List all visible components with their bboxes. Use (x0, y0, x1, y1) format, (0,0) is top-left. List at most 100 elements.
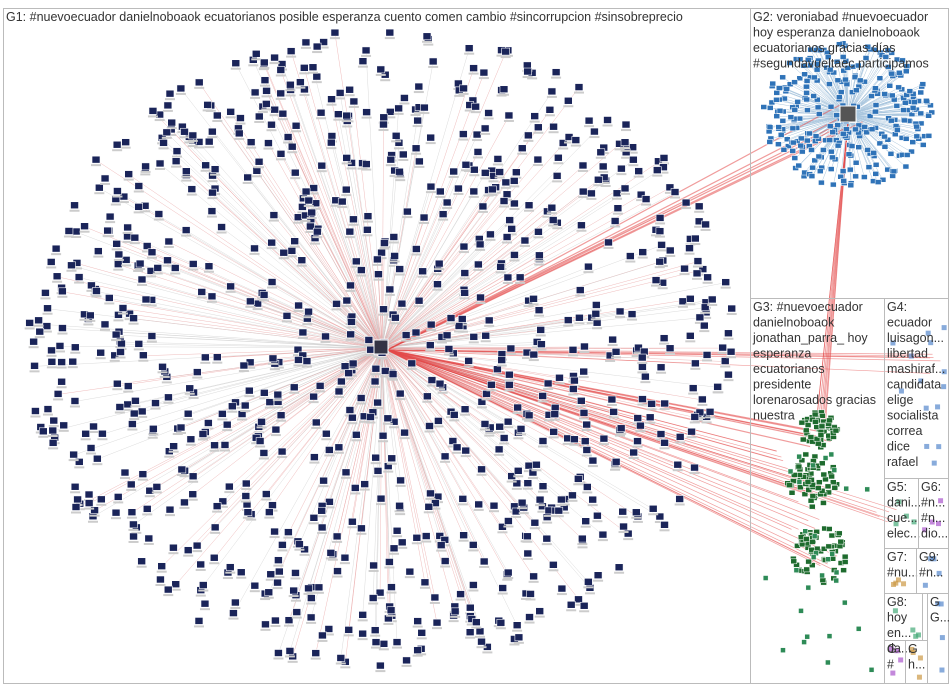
node-label (458, 539, 469, 542)
node-label (473, 508, 484, 511)
node (896, 70, 903, 76)
node-label (475, 248, 486, 251)
node-label (24, 327, 35, 330)
node (337, 197, 347, 206)
node-label (654, 266, 665, 269)
node-label (645, 421, 656, 424)
node-label (423, 43, 434, 46)
node-label (216, 231, 227, 234)
node-label (612, 212, 623, 215)
edge (311, 212, 383, 349)
node-label (275, 158, 286, 161)
node (791, 107, 799, 113)
node (843, 485, 849, 492)
node-label (640, 381, 651, 384)
node (818, 179, 825, 186)
node (807, 62, 814, 69)
node (325, 446, 334, 454)
edge (247, 177, 383, 349)
node (198, 581, 208, 589)
group-label: G4: (887, 300, 907, 314)
node-label (398, 158, 409, 161)
node-label (529, 527, 540, 530)
node-label (29, 370, 40, 373)
node-label (187, 145, 198, 148)
group-label: G5: (887, 480, 907, 494)
node (836, 543, 844, 549)
node (580, 342, 589, 351)
node (776, 107, 784, 114)
node-label (372, 407, 383, 410)
node-label (587, 504, 598, 507)
node (836, 41, 843, 47)
edge (264, 80, 383, 349)
node-label (411, 152, 422, 155)
node (468, 541, 478, 549)
node-label (504, 379, 515, 382)
node (81, 429, 90, 438)
node (810, 93, 817, 99)
node-label (112, 195, 123, 198)
node-label (690, 243, 701, 246)
node-label (244, 395, 255, 398)
node (638, 395, 647, 403)
node-label (620, 192, 631, 195)
node-label (421, 540, 432, 543)
node (474, 260, 483, 269)
node (593, 511, 602, 520)
node (888, 70, 896, 77)
node (724, 370, 733, 379)
node-label (331, 308, 342, 311)
node (64, 227, 74, 235)
node (876, 140, 884, 147)
node-label (694, 416, 705, 419)
node-label (200, 361, 211, 364)
node (370, 377, 380, 386)
node-label (391, 140, 402, 143)
node (340, 362, 350, 370)
node-label (306, 621, 317, 624)
node (836, 530, 843, 537)
node (506, 344, 516, 353)
node-label (264, 516, 275, 519)
node (804, 57, 812, 63)
node (503, 273, 513, 282)
node (807, 434, 815, 440)
node (504, 111, 514, 120)
node (442, 198, 452, 207)
node-label (58, 429, 69, 432)
node-label (74, 281, 85, 284)
node (861, 124, 869, 130)
node (578, 161, 588, 170)
node (477, 637, 486, 646)
node-label (273, 657, 284, 660)
edge (381, 237, 508, 349)
node (610, 217, 620, 225)
node (913, 123, 920, 130)
node (825, 543, 833, 550)
node (804, 422, 812, 428)
edge (381, 302, 706, 349)
node (523, 532, 532, 541)
node-label (419, 112, 430, 115)
node-label (537, 400, 548, 403)
edge (199, 82, 383, 349)
node-label (311, 81, 322, 84)
node (913, 133, 921, 140)
group-label: danielnoboaok (753, 315, 835, 329)
node (476, 293, 485, 302)
group-label: presidente (753, 377, 811, 391)
node (402, 656, 411, 665)
edge (57, 276, 383, 349)
node-label (212, 119, 223, 122)
node-label (197, 438, 208, 441)
edge (217, 115, 383, 349)
node (579, 367, 588, 376)
node (529, 350, 539, 359)
node-label (156, 570, 167, 573)
node-label (665, 352, 676, 355)
node (346, 330, 355, 339)
node (919, 81, 927, 87)
node-label (204, 146, 215, 149)
node-label (112, 149, 123, 152)
